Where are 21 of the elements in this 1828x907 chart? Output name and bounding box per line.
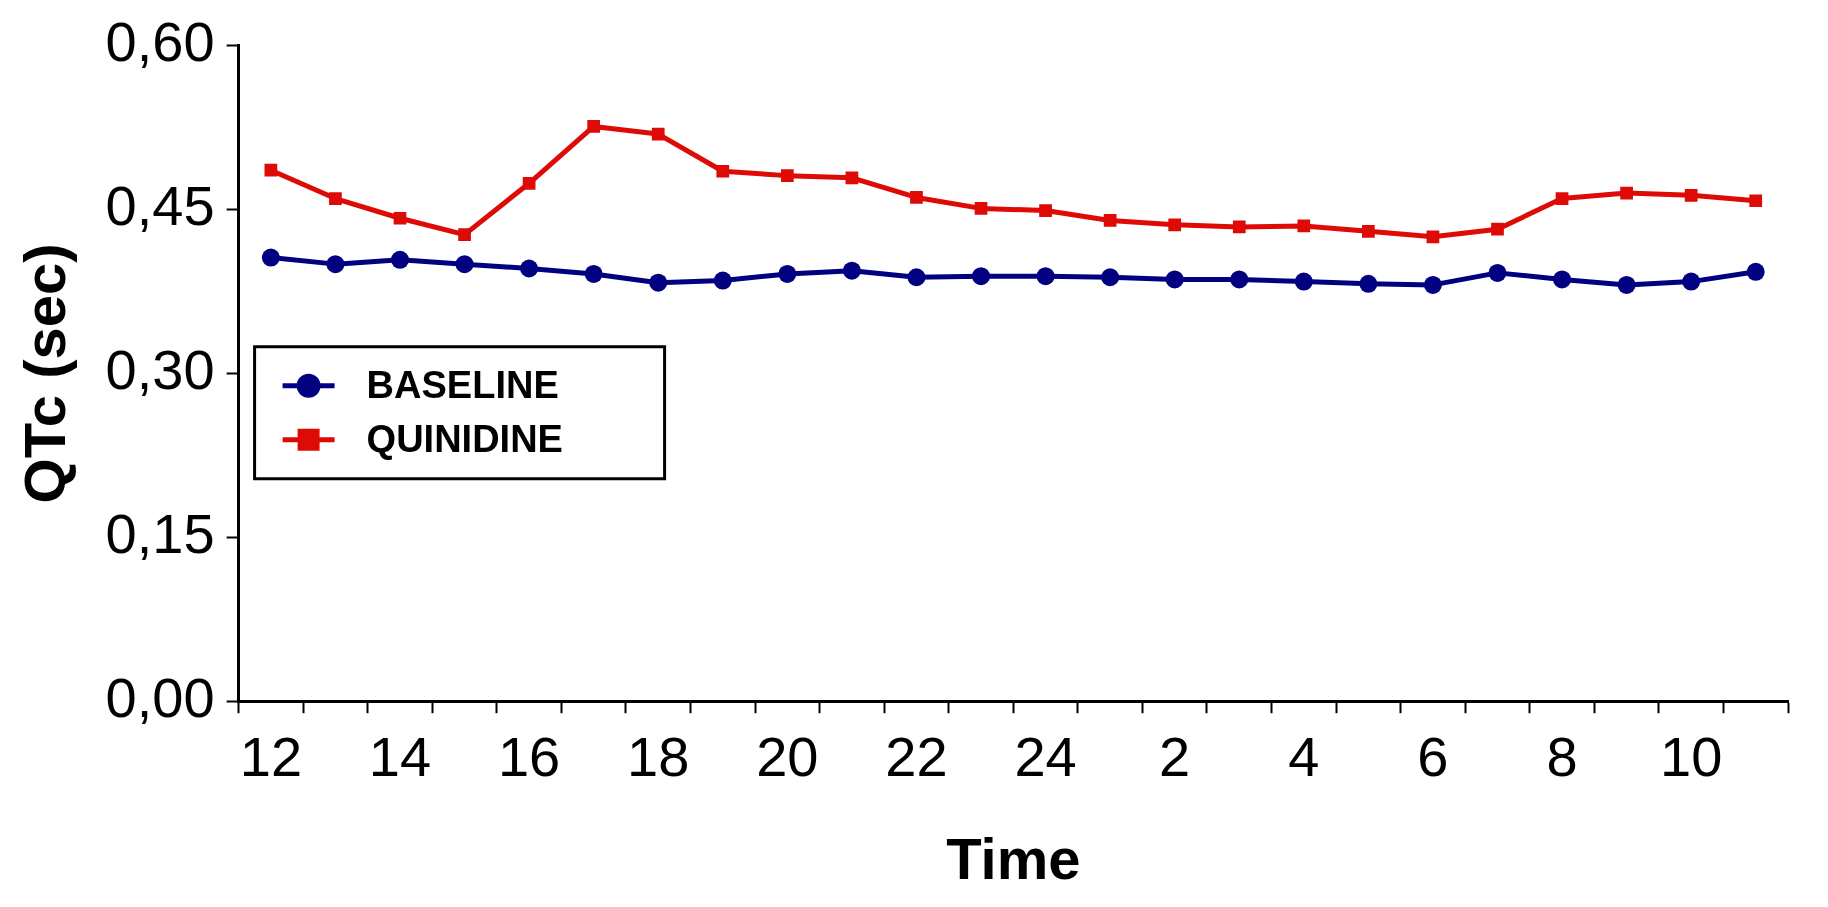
x-tick-label: 14 xyxy=(368,725,432,789)
x-tick-label: 2 xyxy=(1159,725,1191,789)
x-tick-label: 6 xyxy=(1417,725,1449,789)
x-tick-label: 12 xyxy=(239,725,303,789)
x-tick-label: 20 xyxy=(756,725,819,789)
x-tick-label: 24 xyxy=(1014,725,1077,789)
legend-label: QUINIDINE xyxy=(366,418,563,461)
legend-label: BASELINE xyxy=(366,364,559,407)
y-axis-title: QTc (sec) xyxy=(11,243,77,504)
y-tick-label: 0,30 xyxy=(105,337,215,401)
x-axis-title: Time xyxy=(946,826,1081,892)
x-tick-label: 8 xyxy=(1546,725,1578,789)
x-tick-label: 18 xyxy=(627,725,690,789)
y-tick-label: 0,60 xyxy=(105,10,215,74)
x-tick-label: 4 xyxy=(1288,725,1320,789)
y-tick-label: 0,00 xyxy=(105,665,215,729)
x-tick-label: 22 xyxy=(885,725,948,789)
y-tick-label: 0,15 xyxy=(105,501,215,565)
y-tick-label: 0,45 xyxy=(105,173,215,237)
x-tick-label: 10 xyxy=(1660,725,1723,789)
x-tick-label: 16 xyxy=(497,725,561,789)
